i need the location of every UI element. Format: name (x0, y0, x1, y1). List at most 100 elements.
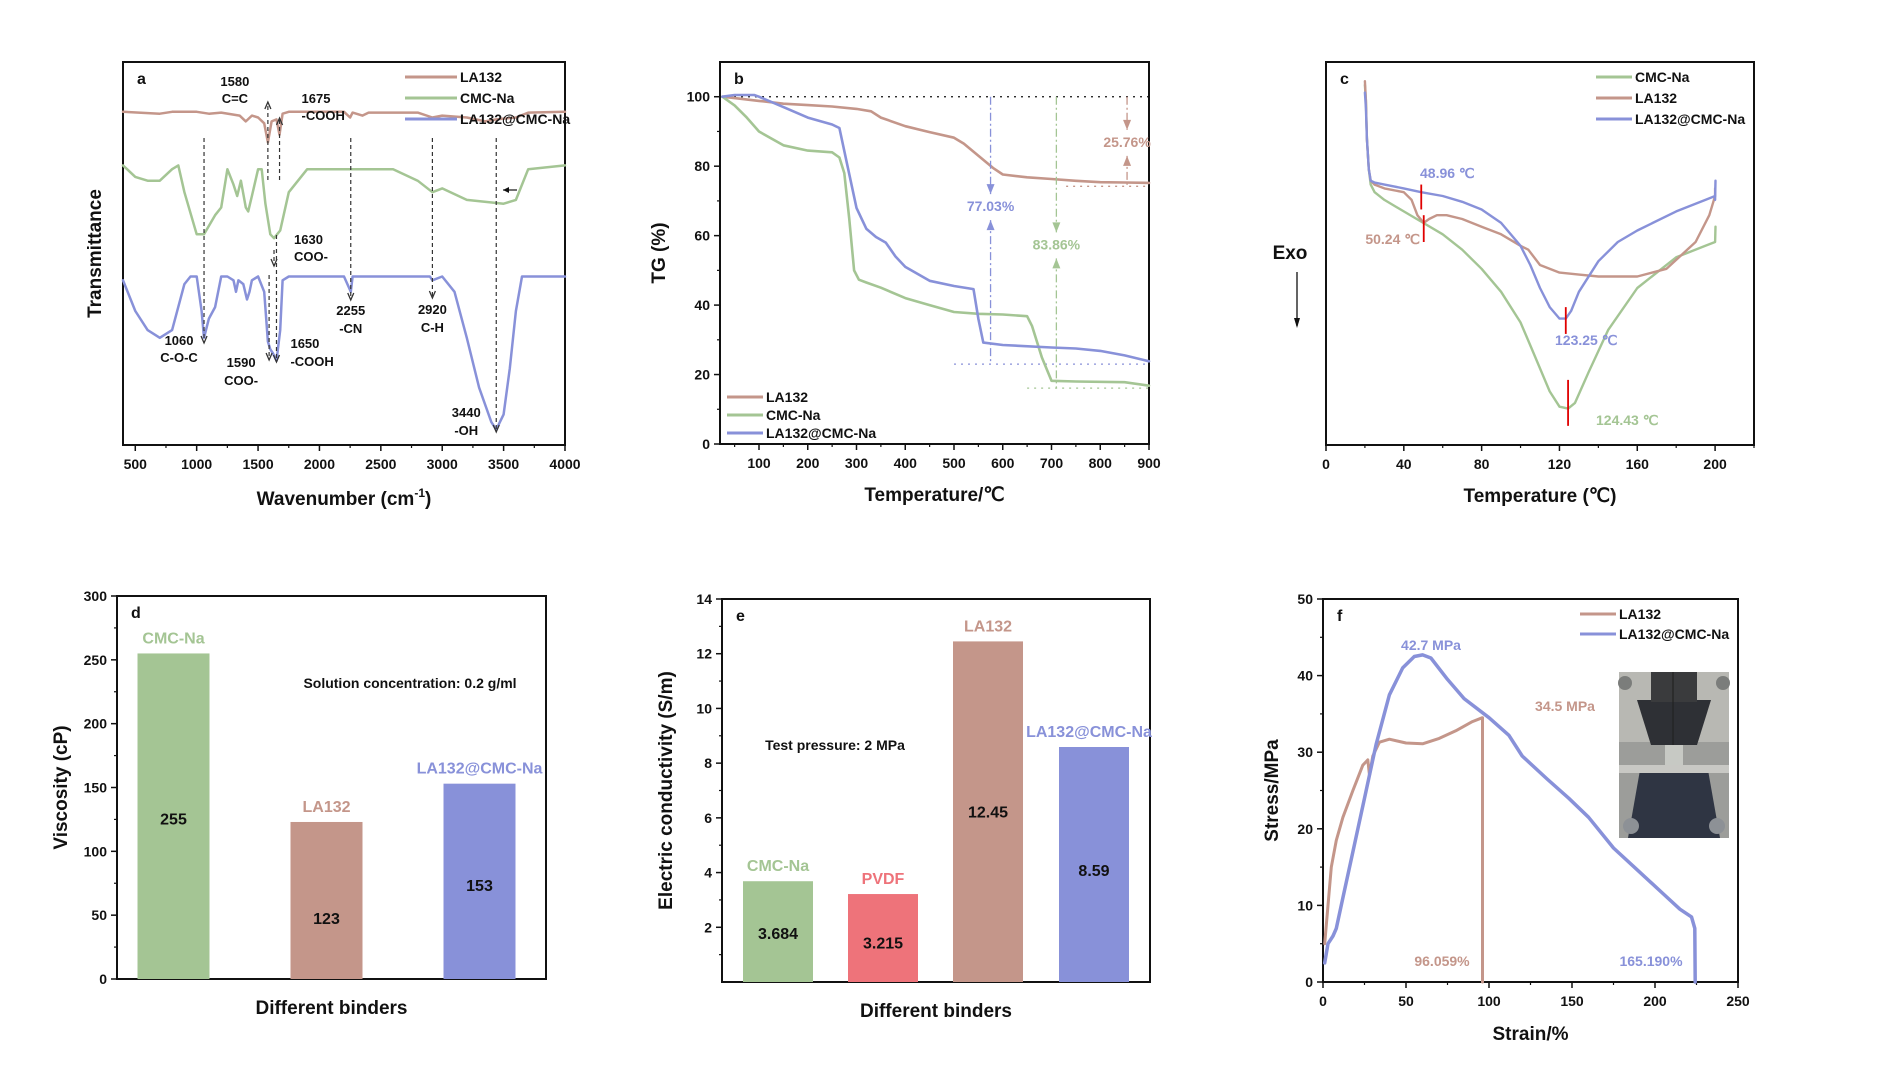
peak-annotation-label: 2255 (336, 303, 365, 318)
panel-f-stress-strain-chart: 0 50 100 150 200 250 0 10 20 30 40 50 Strain/% Stress… (1262, 591, 1750, 1045)
legend-label: LA132 (766, 389, 808, 405)
series-line-cmc-na (121, 164, 567, 240)
x-tick-label: 2000 (304, 456, 335, 472)
bar-la132@cmc-na (443, 783, 516, 979)
panel-d-viscosity-chart: 0 50 100 150 200 250 300 Different binders Visco… (51, 588, 547, 1019)
bar-la132 (953, 641, 1023, 982)
arrow-up-icon (264, 100, 272, 110)
x-tick-label: 3500 (488, 456, 519, 472)
x-tick-label: 100 (747, 455, 771, 471)
arrow-up-icon (986, 220, 995, 231)
x-axis-title: Temperature/℃ (864, 485, 1004, 506)
bar-cmc-na (743, 881, 813, 982)
peak-temperature-label: 124.43 ℃ (1596, 412, 1659, 428)
peak-annotation-label: COO- (224, 373, 258, 388)
x-tick-label: 0 (1322, 456, 1330, 472)
peak-annotation-label: COO- (294, 249, 328, 264)
peak-annotation-label: 1630 (294, 232, 323, 247)
y-tick-label: 10 (1297, 897, 1313, 913)
bar-category-label: LA132@CMC-Na (1026, 724, 1152, 741)
bar-value-label: 3.215 (863, 936, 903, 953)
y-tick-label: 300 (84, 588, 108, 604)
series-line-0 (1323, 716, 1484, 984)
x-axis-title-main: Wavenumber (cm (257, 489, 415, 510)
y-tick-label: 30 (1297, 744, 1313, 760)
x-tick-label: 120 (1548, 456, 1572, 472)
panel-letter: f (1337, 608, 1343, 625)
x-tick-label: 1500 (242, 456, 273, 472)
peak-annotation-label: 1590 (227, 355, 256, 370)
legend-label: CMC-Na (1635, 69, 1690, 85)
panel-c-dsc-chart: 0 40 80 120 160 200 Temperature (℃) c Exo CMC-Na L… (1273, 61, 1755, 507)
peak-annotation-label: 2920 (418, 302, 447, 317)
x-tick-label: 0 (1319, 993, 1327, 1009)
series-line-la132-at-cmc-na (121, 275, 567, 431)
x-tick-label: 200 (1703, 456, 1727, 472)
arrow-down-icon (270, 258, 278, 268)
y-tick-label: 40 (694, 297, 710, 313)
y-tick-label: 8 (704, 755, 712, 771)
x-tick-label: 600 (991, 455, 1015, 471)
y-tick-label: 50 (1297, 591, 1313, 607)
x-tick-label: 800 (1089, 455, 1113, 471)
arrow-down-icon (492, 424, 500, 434)
arrow-down-icon (986, 184, 995, 195)
peak-annotation-label: -COOH (290, 354, 333, 369)
arrow-up-icon (1052, 258, 1061, 269)
legend-label: LA132 (1619, 606, 1661, 622)
y-tick-label: 50 (91, 907, 107, 923)
x-tick-label: 400 (894, 455, 918, 471)
panel-letter: c (1340, 71, 1349, 88)
screw-top-left (1618, 676, 1632, 690)
peak-temperature-label: 123.25 ℃ (1555, 332, 1618, 348)
x-tick-label: 100 (1477, 993, 1501, 1009)
peak-annotation-label: 1675 (302, 91, 331, 106)
legend-label: LA132@CMC-Na (460, 111, 570, 127)
bar-category-label: LA132 (964, 618, 1012, 635)
x-tick-label: 160 (1626, 456, 1650, 472)
upper-grip-jaw (1637, 700, 1711, 745)
lower-grip-edge (1619, 765, 1729, 773)
x-tick-label: 250 (1726, 993, 1750, 1009)
curve-annotation-label: 165.190% (1619, 953, 1683, 969)
arrow-down-icon (1123, 119, 1132, 130)
bar-category-label: PVDF (862, 871, 905, 888)
series-line-0 (1363, 83, 1717, 410)
series-line-1 (1363, 80, 1717, 278)
x-tick-label: 4000 (549, 456, 580, 472)
legend-label: LA132 (1635, 90, 1677, 106)
x-tick-label: 50 (1398, 993, 1414, 1009)
x-tick-label: 150 (1560, 993, 1584, 1009)
x-axis-title-superscript: -1 (414, 486, 425, 500)
series-line-0 (721, 95, 1151, 185)
series-line-2 (721, 93, 1151, 363)
screw-top-right (1716, 676, 1730, 690)
x-tick-label: 700 (1040, 455, 1064, 471)
legend-label: LA132 (460, 69, 502, 85)
x-tick-label: 300 (845, 455, 869, 471)
panel-letter: e (736, 608, 745, 625)
peak-annotation-label: 1650 (290, 336, 319, 351)
peak-annotation-label: 1580 (220, 74, 249, 89)
curve-annotation-label: 96.059% (1414, 953, 1470, 969)
bar-value-label: 153 (466, 878, 493, 895)
mass-loss-label: 25.76% (1103, 134, 1151, 150)
exo-label: Exo (1273, 243, 1308, 264)
y-tick-label: 6 (704, 810, 712, 826)
y-tick-label: 40 (1297, 668, 1313, 684)
y-tick-label: 20 (694, 367, 710, 383)
x-axis-title: Wavenumber (cm-1) (257, 486, 432, 510)
peak-annotation-label: -OH (454, 423, 478, 438)
plot-frame (122, 61, 566, 446)
bar-cmc-na (137, 653, 210, 979)
panel-letter: a (137, 71, 146, 88)
bar-category-label: LA132 (302, 799, 350, 816)
x-tick-label: 1000 (181, 456, 212, 472)
y-tick-label: 0 (1305, 974, 1313, 990)
x-axis-title: Temperature (℃) (1464, 486, 1617, 507)
x-tick-label: 900 (1137, 455, 1161, 471)
y-axis-title: Stress/MPa (1262, 739, 1283, 842)
x-axis-title: Strain/% (1492, 1024, 1568, 1045)
legend-label: LA132@CMC-Na (1619, 626, 1729, 642)
x-axis-title-end: ) (425, 489, 431, 510)
